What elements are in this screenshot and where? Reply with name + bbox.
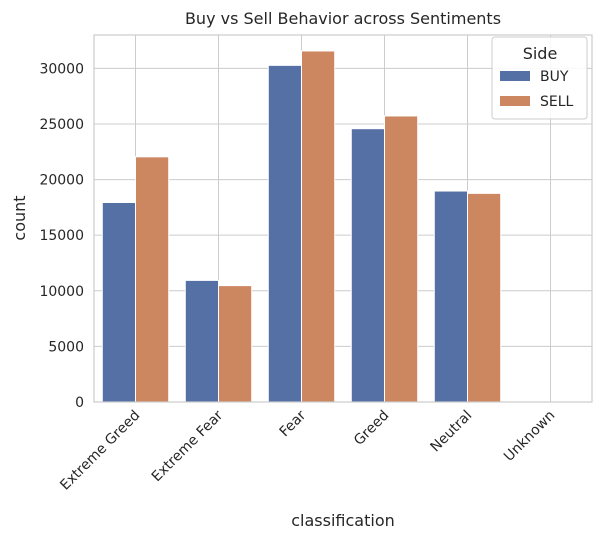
y-tick-label: 25000	[39, 117, 84, 133]
y-tick-label: 5000	[48, 339, 84, 355]
plot-frame	[93, 34, 593, 403]
y-tick-label: 0	[75, 395, 84, 411]
chart-title: Buy vs Sell Behavior across Sentiments	[185, 9, 501, 28]
bar-buy-greed	[350, 128, 385, 403]
y-tick-label: 10000	[39, 284, 84, 300]
legend-title: Side	[523, 44, 558, 63]
bar-sell-greed	[384, 115, 419, 403]
y-tick-label: 15000	[39, 228, 84, 244]
legend-swatch-sell	[500, 96, 530, 106]
bar-buy-extreme-greed	[101, 201, 137, 403]
bar-buy-neutral	[433, 190, 468, 403]
x-axis-label: classification	[291, 511, 395, 530]
y-axis-ticks: 0 5000 10000 15000 20000 25000 30000	[39, 61, 84, 411]
bar-sell-fear	[301, 50, 336, 403]
bar-sell-extreme-greed	[135, 156, 170, 403]
y-tick-label: 30000	[39, 61, 84, 77]
y-tick-label: 20000	[39, 173, 84, 189]
legend-swatch-buy	[500, 71, 530, 81]
legend: Side BUY SELL	[491, 36, 588, 120]
legend-label-sell: SELL	[540, 94, 574, 110]
bar-sell-extreme-fear	[218, 285, 253, 403]
legend-label-buy: BUY	[540, 69, 569, 85]
y-axis-label: count	[10, 195, 29, 240]
bars	[101, 50, 502, 403]
bar-buy-fear	[267, 64, 302, 403]
bar-sell-neutral	[467, 192, 502, 403]
bar-buy-extreme-fear	[184, 279, 220, 403]
